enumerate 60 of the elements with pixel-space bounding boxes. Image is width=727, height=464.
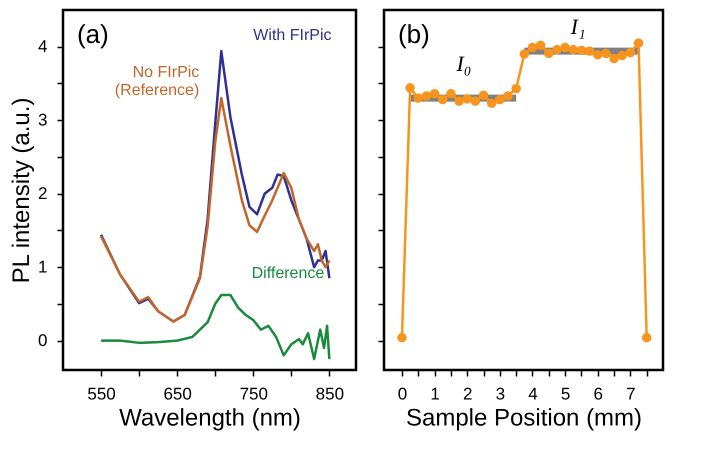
point: [626, 48, 636, 58]
line-series: [100, 294, 331, 360]
point: [462, 94, 472, 104]
point: [454, 96, 464, 106]
x-tick-label: 550: [87, 384, 116, 404]
y-tick-label: 1: [38, 258, 48, 277]
point: [634, 38, 644, 48]
point: [592, 50, 602, 60]
point: [478, 90, 488, 100]
point: [422, 91, 432, 101]
annotation: (a): [77, 19, 109, 49]
point: [552, 44, 562, 54]
point: [470, 96, 480, 106]
point: [503, 91, 513, 101]
y-tick-label: 0: [38, 331, 48, 350]
x-tick-label: 4: [528, 384, 538, 404]
y-tick-label: 2: [38, 184, 48, 204]
x-tick-label: 2: [462, 384, 472, 404]
x-tick-label: 7: [626, 384, 636, 404]
point: [438, 94, 448, 104]
annotation: I₁: [570, 14, 586, 40]
y-tick-label: 4: [38, 37, 48, 56]
annotation: Difference: [252, 265, 324, 282]
y-tick-label: 3: [38, 110, 48, 130]
x-axis-title: Sample Position (mm): [406, 404, 642, 432]
point: [414, 93, 424, 103]
point: [609, 54, 619, 64]
x-tick-label: 6: [594, 384, 603, 404]
point: [430, 89, 440, 98]
point: [642, 332, 652, 342]
annotation: I₀: [455, 51, 472, 76]
point: [584, 46, 594, 56]
point: [601, 48, 611, 58]
point: [397, 332, 407, 342]
point: [617, 50, 627, 60]
annotation: (b): [398, 19, 430, 49]
x-tick-label: 1: [430, 384, 440, 404]
point: [560, 42, 570, 52]
point: [511, 84, 521, 94]
point: [568, 44, 578, 54]
x-axis-title: Wavelength (nm): [119, 404, 301, 432]
point: [520, 49, 530, 59]
point: [536, 40, 546, 50]
x-tick-label: 650: [163, 384, 192, 404]
point: [446, 89, 456, 98]
annotation: With FIrPic: [253, 27, 332, 44]
point: [544, 48, 554, 58]
point: [405, 83, 415, 93]
line-series: [100, 96, 331, 323]
point: [486, 98, 496, 108]
x-tick-label: 750: [240, 384, 268, 404]
x-tick-label: 5: [560, 384, 570, 404]
point: [528, 42, 538, 52]
x-tick-label: 3: [496, 384, 506, 404]
point: [576, 46, 586, 56]
x-tick-label: 850: [316, 384, 344, 404]
x-tick-label: 0: [398, 384, 408, 404]
point: [495, 94, 505, 104]
y-axis-title: PL intensity (a.u.): [8, 98, 36, 284]
annotation: No FIrPic (Reference): [114, 64, 200, 100]
